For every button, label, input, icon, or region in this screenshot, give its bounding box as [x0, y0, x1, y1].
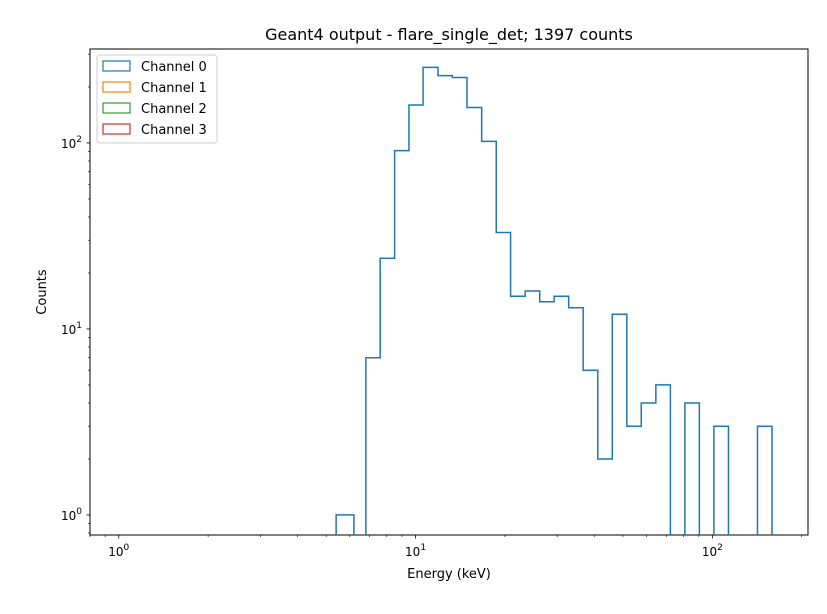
legend-label: Channel 0 [141, 60, 207, 75]
legend-label: Channel 2 [141, 102, 207, 117]
histogram-series-0 [335, 66, 773, 535]
legend-swatch [102, 81, 131, 93]
legend: Channel 0 Channel 1 Channel 2 Channel 3 [96, 54, 218, 144]
y-axis: 100 101 102 [61, 53, 90, 534]
plot-content [335, 66, 773, 535]
y-axis-label: Counts [35, 269, 50, 315]
y-tick-label: 100 [61, 507, 82, 523]
y-tick-label: 102 [61, 135, 82, 151]
legend-label: Channel 3 [141, 123, 207, 138]
x-tick-label: 102 [702, 543, 723, 559]
x-tick-label: 100 [108, 543, 129, 559]
y-tick-label: 101 [61, 321, 82, 337]
legend-box [96, 54, 218, 144]
x-axis: 100 101 102 [89, 535, 803, 559]
legend-label: Channel 1 [141, 81, 207, 96]
legend-swatch [102, 123, 131, 135]
x-tick-label: 101 [405, 543, 426, 559]
x-axis-label: Energy (keV) [407, 567, 491, 582]
plot-area-frame [89, 48, 809, 536]
legend-swatch [102, 102, 131, 114]
legend-swatch [102, 60, 131, 72]
chart-title: Geant4 output - flare_single_det; 1397 c… [265, 25, 633, 45]
